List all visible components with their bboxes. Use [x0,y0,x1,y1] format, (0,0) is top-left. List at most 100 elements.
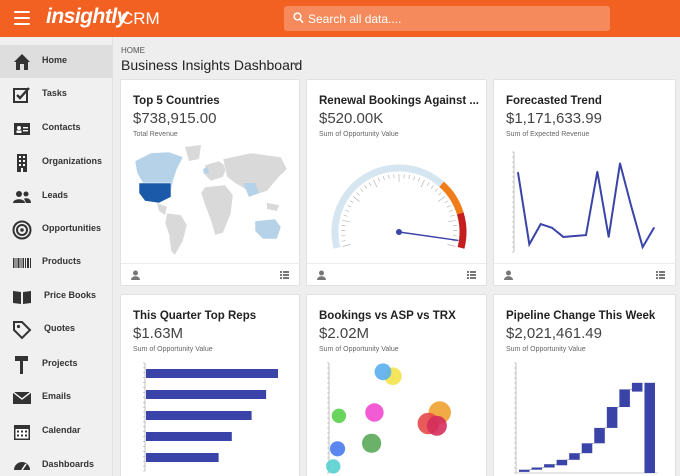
sidebar-item-tasks[interactable]: Tasks [0,78,113,111]
sidebar-item-label: Dashboards [42,459,95,469]
sidebar-item-organizations[interactable]: Organizations [0,146,113,179]
leads-icon [13,191,31,203]
list-icon[interactable] [467,271,476,279]
search-input[interactable] [308,6,604,31]
gauge-tick [448,209,453,212]
card-subtitle: Total Revenue [133,131,178,138]
card-subtitle: Sum of Opportunity Value [133,346,213,353]
sidebar-item-label: Opportunities [42,223,101,233]
card-value: $1.63M [133,325,184,342]
waterfall-chart [514,362,658,474]
list-icon[interactable] [656,271,665,279]
gauge-tick [430,185,434,189]
sidebar-item-label: Home [42,55,68,65]
card-footer [307,263,486,285]
sidebar-item-home[interactable]: Home [0,45,113,78]
app-name: CRM [121,9,160,28]
card-bookings-asp-trx[interactable]: Bookings vs ASP vs TRX $2.02M Sum of Opp… [306,294,487,476]
user-icon[interactable] [504,270,513,280]
projects-icon [15,356,28,374]
sidebar-item-dashboards[interactable]: Dashboards [0,449,113,476]
tasks-icon [13,87,30,103]
data-point [517,171,519,174]
sidebar-item-label: Quotes [44,323,76,333]
sidebar-item-quotes[interactable]: Quotes [0,313,113,346]
waterfall-bar [594,427,605,444]
sidebar-item-products[interactable]: Products [0,246,113,279]
gauge-tick [413,176,415,181]
card-footer [121,263,299,285]
card-title: Forecasted Trend [506,95,602,107]
user-icon[interactable] [317,270,326,280]
data-point [551,226,553,229]
bubble [329,441,346,457]
gauge-tick [378,177,381,182]
data-point [630,205,633,208]
sidebar-item-opportunities[interactable]: Opportunities [0,213,113,246]
data-point [607,236,610,238]
gauge-tick [420,179,425,188]
card-value: $2,021,461.49 [506,325,602,342]
bubble [362,433,382,453]
gauge-tick [383,176,385,181]
gauge-tick [373,179,378,188]
sidebar-item-price-books[interactable]: Price Books [0,280,113,313]
sidebar-item-emails[interactable]: Emails [0,381,113,414]
user-icon[interactable] [131,270,140,280]
insightly-logo[interactable]: insightly [46,5,128,28]
world-map [134,145,288,256]
gauge-tick [446,205,451,208]
gauge-tick [426,182,430,187]
card-pipeline-change[interactable]: Pipeline Change This Week $2,021,461.49 … [493,294,676,476]
gauge-band [456,212,467,249]
dashboards-icon [14,462,30,471]
waterfall-bar [556,459,568,466]
card-value: $1,171,633.99 [506,110,602,127]
bubble [426,415,447,436]
list-icon[interactable] [280,271,289,279]
data-point [573,235,576,237]
gauge-tick [356,192,360,196]
search-box[interactable] [284,6,610,31]
gauge-tick [342,219,351,223]
waterfall-bar [581,443,593,454]
card-subtitle: Sum of Opportunity Value [319,131,399,138]
breadcrumb[interactable]: HOME [121,46,145,55]
waterfall-bar [619,389,630,407]
gauge-hub [396,229,402,235]
dashboard-title[interactable]: Business Insights Dashboard [121,57,303,73]
gauge-tick [447,244,456,247]
line-chart [512,151,655,253]
sidebar-item-label: Tasks [42,88,67,98]
bubble [374,363,392,381]
waterfall-bar [531,467,543,470]
sidebar-item-leads[interactable]: Leads [0,180,113,213]
bar [146,390,267,399]
chevron-down-icon[interactable] [293,63,299,67]
card-renewal-bookings[interactable]: Renewal Bookings Against ... $520.00K Su… [306,79,487,286]
card-subtitle: Sum of Opportunity Value [319,346,399,353]
gauge-tick [417,177,420,182]
sidebar-item-label: Products [42,256,82,266]
sidebar-item-label: Contacts [42,122,81,132]
sidebar-item-projects[interactable]: Projects [0,348,113,381]
bar [146,369,278,378]
gauge-tick [342,244,351,247]
card-forecasted-trend[interactable]: Forecasted Trend $1,171,633.99 Sum of Ex… [493,79,676,286]
gauge-tick [352,196,360,202]
gauge-tick [434,188,438,192]
hamburger-menu-icon[interactable] [14,11,30,25]
home-icon [14,54,30,70]
waterfall-bar [631,382,643,392]
opportunities-icon [12,220,32,240]
card-top-reps[interactable]: This Quarter Top Reps $1.63M Sum of Oppo… [120,294,300,476]
sidebar-item-calendar[interactable]: Calendar [0,415,113,448]
bar [146,432,232,441]
data-point [596,170,599,173]
card-top-countries[interactable]: Top 5 Countries $738,915.00 Total Revenu… [120,79,300,286]
data-point [585,234,587,236]
waterfall-bar [606,407,618,428]
card-title: Top 5 Countries [133,95,220,107]
emails-icon [12,391,32,404]
sidebar-item-contacts[interactable]: Contacts [0,112,113,145]
